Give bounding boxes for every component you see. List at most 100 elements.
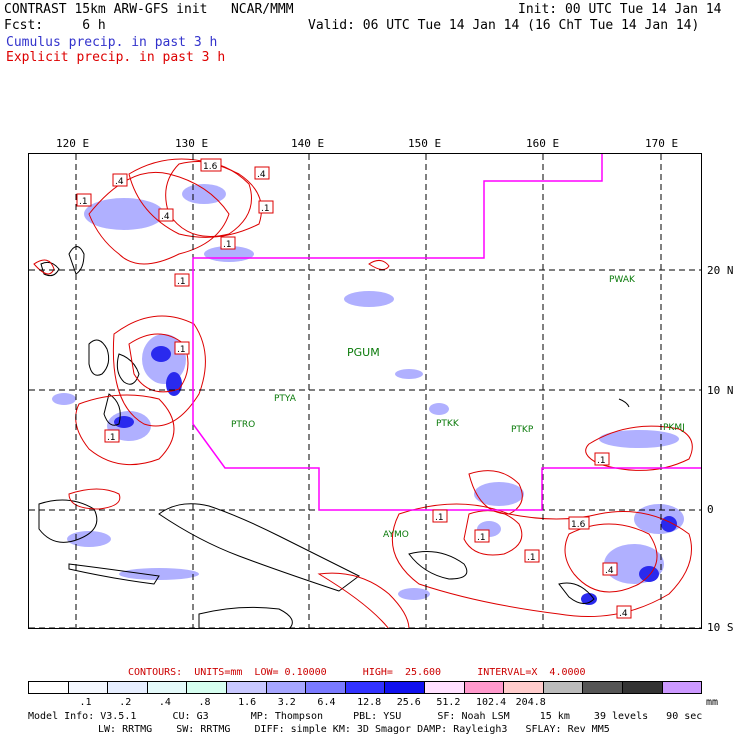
station-label: PTKP [511, 425, 534, 435]
svg-text:.4: .4 [605, 566, 614, 576]
lon-label-120e: 120 E [56, 137, 90, 150]
color-scale-swatch [662, 682, 702, 693]
color-scale-swatch [464, 682, 505, 693]
color-scale-swatch [266, 682, 307, 693]
contour-label: .1 [174, 273, 190, 287]
color-scale-unit: mm [706, 697, 719, 708]
coastline [38, 499, 98, 543]
contour-label: .4 [602, 562, 618, 576]
svg-text:.1: .1 [435, 513, 444, 523]
contour-line [468, 470, 523, 515]
contour-line [88, 171, 230, 265]
contour-label: 1.6 [200, 158, 222, 172]
cumulus-shading [52, 184, 684, 600]
model-info-line1: Model Info: V3.5.1 CU: G3 MP: Thompson P… [28, 711, 703, 722]
coastline [558, 582, 595, 604]
valid-time: Valid: 06 UTC Tue 14 Jan 14 (16 ChT Tue … [308, 18, 700, 33]
color-scale-swatch [424, 682, 465, 693]
contour-line [75, 394, 175, 466]
contour-label: 1.6 [568, 516, 590, 530]
svg-text:.1: .1 [107, 433, 116, 443]
shade-core [151, 346, 171, 362]
coastline [158, 503, 360, 592]
contour-line [128, 158, 262, 238]
svg-text:.4: .4 [115, 177, 124, 187]
coastline [103, 393, 121, 426]
color-scale-swatch [345, 682, 386, 693]
init-time: Init: 00 UTC Tue 14 Jan 14 [518, 2, 722, 17]
coastline [198, 606, 293, 628]
station-label: AYMO [383, 530, 409, 540]
coastline [68, 246, 85, 275]
map-canvas: PWAK PGUM PTYA PTRO PTKK PTKP PKMJ AYMO … [29, 154, 701, 628]
color-scale-swatch [583, 682, 623, 693]
shade-area [398, 588, 430, 600]
lon-label-170e: 170 E [645, 137, 679, 150]
fir-boundary [192, 154, 603, 284]
model-info-line2: LW: RRTMG SW: RRTMG DIFF: simple KM: 3D … [98, 724, 610, 735]
color-scale-label: .2 [119, 697, 132, 708]
station-label: PGUM [347, 346, 380, 359]
shade-area [182, 184, 226, 204]
coastline [408, 551, 468, 580]
contour-label: .4 [112, 173, 128, 187]
heavy-precip-cores [114, 346, 677, 605]
shade-core [166, 372, 182, 396]
color-scale-label: 102.4 [476, 697, 507, 708]
color-scale-label: 25.6 [396, 697, 421, 708]
shade-area [52, 393, 76, 405]
explicit-precip-contours [33, 158, 693, 628]
shade-core [639, 566, 659, 582]
stations: PWAK PGUM PTYA PTRO PTKK PTKP PKMJ AYMO [231, 275, 685, 540]
station-label: PKMJ [663, 423, 685, 433]
shade-area [395, 369, 423, 379]
contour-line [391, 503, 692, 617]
contour-line [112, 315, 206, 427]
contour-line [68, 488, 121, 510]
shade-core [661, 516, 677, 532]
contour-label: .1 [174, 341, 190, 355]
contour-label: .1 [594, 452, 610, 466]
color-scale-swatch [147, 682, 188, 693]
color-scale-swatch [622, 682, 663, 693]
color-scale-label: 6.4 [317, 697, 336, 708]
svg-text:1.6: 1.6 [571, 520, 586, 530]
lon-label-150e: 150 E [408, 137, 442, 150]
coastlines [38, 246, 630, 628]
station-label: PTRO [231, 420, 255, 430]
color-scale-label: 12.8 [357, 697, 382, 708]
lon-label-160e: 160 E [526, 137, 560, 150]
contour-label: .1 [474, 529, 490, 543]
svg-text:.1: .1 [527, 553, 536, 563]
lat-label-10n: 10 N [707, 384, 734, 397]
svg-text:.4: .4 [161, 212, 170, 222]
shade-area [67, 531, 111, 547]
lat-label-20n: 20 N [707, 264, 734, 277]
svg-text:1.6: 1.6 [203, 162, 218, 172]
color-scale-swatch [543, 682, 584, 693]
svg-text:.1: .1 [261, 204, 270, 214]
contour-label: .1 [524, 549, 540, 563]
color-scale-swatch [385, 682, 425, 693]
svg-text:.1: .1 [79, 197, 88, 207]
station-label: PTYA [274, 394, 297, 404]
shade-area [429, 403, 449, 415]
svg-text:.1: .1 [223, 240, 232, 250]
station-label: PTKK [436, 419, 460, 429]
lon-label-130e: 130 E [175, 137, 209, 150]
color-scale-label: 1.6 [238, 697, 257, 708]
contour-labels: .4 1.6 .4 .1 .4 .1 .1 .1 .1 .1 .1 .1 1.6… [76, 158, 632, 619]
shade-area [344, 291, 394, 307]
color-scale-swatch [226, 682, 267, 693]
color-scale-label: .8 [198, 697, 211, 708]
coastline [618, 398, 630, 408]
contour-label: .4 [158, 208, 174, 222]
shade-core [581, 593, 597, 605]
color-scale-swatch [187, 682, 227, 693]
color-scale-label: 51.2 [436, 697, 461, 708]
contours-info: CONTOURS: UNITS=mm LOW= 0.10000 HIGH= 25… [128, 667, 586, 678]
svg-text:.1: .1 [177, 345, 186, 355]
contour-label: .1 [104, 429, 120, 443]
contour-label: .1 [432, 509, 448, 523]
color-scale-swatch [306, 682, 346, 693]
